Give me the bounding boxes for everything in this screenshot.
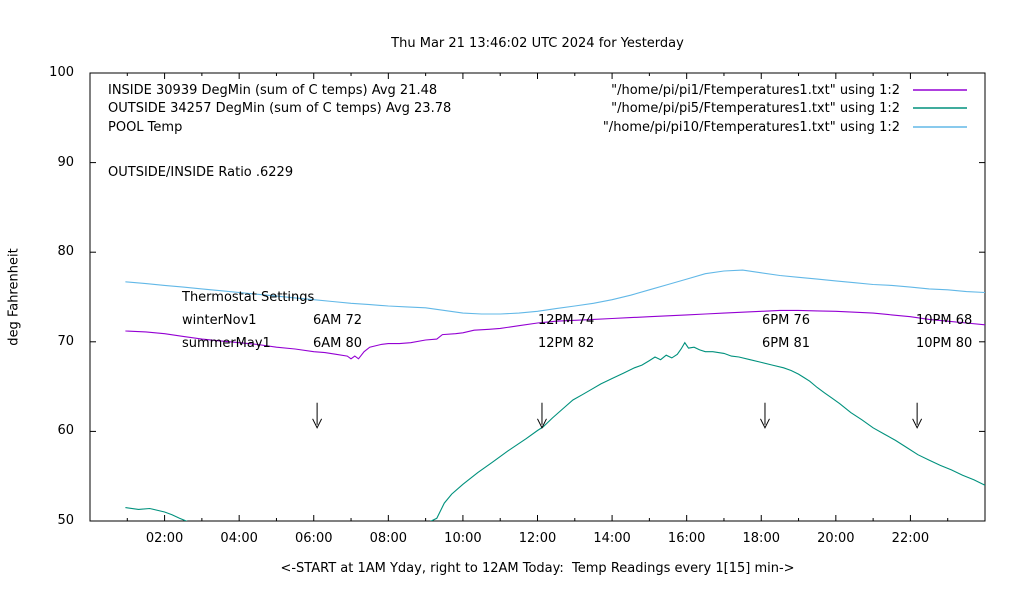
thermostat-row-name: summerMay1 [182, 336, 271, 351]
thermostat-row-name: winterNov1 [182, 313, 257, 328]
y-tick-label: 80 [57, 244, 74, 260]
down-arrow-head [537, 418, 547, 429]
series-line-inside [125, 309, 985, 360]
x-tick-label: 08:00 [369, 531, 408, 546]
x-tick-label: 06:00 [295, 531, 333, 546]
y-tick-label: 90 [57, 154, 74, 170]
ratio-label: OUTSIDE/INSIDE Ratio .6229 [108, 165, 294, 180]
down-arrow-head [760, 418, 770, 429]
x-tick-label: 10:00 [444, 531, 482, 546]
x-tick-label: 04:00 [220, 531, 258, 546]
legend-series-label: OUTSIDE 34257 DegMin (sum of C temps) Av… [108, 101, 452, 116]
thermostat-cell: 12PM 82 [538, 336, 595, 351]
x-tick-label: 16:00 [667, 531, 706, 546]
down-arrow-head [912, 418, 923, 429]
thermostat-cell: 6PM 81 [762, 336, 811, 351]
legend-file-label: "/home/pi/pi5/Ftemperatures1.txt" using … [611, 101, 900, 116]
legend-series-label: INSIDE 30939 DegMin (sum of C temps) Avg… [108, 83, 438, 98]
legend-file-label: "/home/pi/pi1/Ftemperatures1.txt" using … [611, 83, 900, 98]
thermostat-cell: 10PM 80 [916, 336, 973, 351]
x-tick-label: 02:00 [145, 531, 184, 546]
y-tick-label: 50 [57, 513, 74, 528]
x-axis-label: <-START at 1AM Yday, right to 12AM Today… [280, 561, 795, 576]
y-tick-label: 100 [49, 65, 74, 80]
chart-title: Thu Mar 21 13:46:02 UTC 2024 for Yesterd… [391, 36, 684, 51]
thermostat-cell: 6AM 80 [313, 336, 363, 351]
thermostat-cell: 6PM 76 [762, 313, 811, 328]
legend-file-label: "/home/pi/pi10/Ftemperatures1.txt" using… [602, 120, 900, 135]
thermostat-title: Thermostat Settings [182, 290, 315, 305]
legend-series-label: POOL Temp [108, 120, 183, 135]
x-tick-label: 12:00 [518, 531, 557, 546]
thermostat-cell: 6AM 72 [313, 313, 363, 328]
x-tick-label: 20:00 [817, 531, 855, 546]
y-tick-label: 70 [57, 333, 74, 349]
x-tick-label: 14:00 [593, 531, 631, 546]
x-tick-label: 18:00 [742, 531, 780, 546]
series-line-outside [125, 341, 985, 521]
series-line-pool [125, 269, 985, 315]
thermostat-cell: 10PM 68 [916, 313, 973, 328]
y-tick-label: 60 [57, 423, 74, 439]
down-arrow-head [312, 418, 323, 429]
x-tick-label: 22:00 [891, 531, 930, 546]
thermostat-cell: 12PM 74 [538, 313, 595, 328]
y-axis-label: deg Fahrenheit [6, 248, 22, 346]
